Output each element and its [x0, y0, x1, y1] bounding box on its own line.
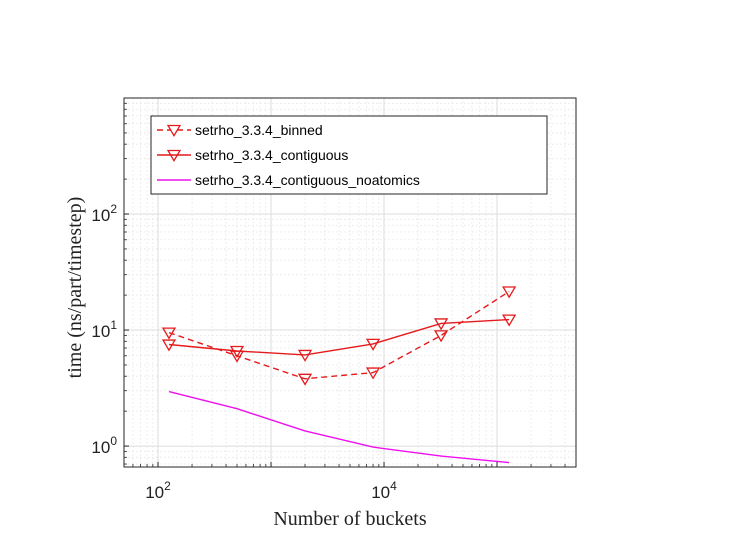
x-tick-label: 104 — [371, 479, 397, 502]
x-axis-title: Number of buckets — [273, 508, 427, 530]
legend-label-binned: setrho_3.3.4_binned — [195, 122, 323, 138]
axis-ticks — [124, 102, 566, 467]
legend-item-binned: setrho_3.3.4_binned — [157, 122, 323, 138]
data-point-marker — [501, 286, 517, 299]
data-point-marker — [433, 330, 449, 343]
series-0 — [161, 286, 517, 386]
series-2 — [168, 390, 510, 464]
legend-marker — [166, 149, 182, 162]
data-point-marker — [161, 327, 177, 340]
series-1 — [161, 314, 517, 362]
data-point-marker — [365, 338, 381, 351]
data-point-marker — [297, 373, 313, 386]
y-tick-label: 100 — [91, 434, 117, 457]
series-line — [168, 290, 510, 380]
legend-item-contiguous-noatomics: setrho_3.3.4_contiguous_noatomics — [157, 172, 420, 188]
data-point-marker — [161, 339, 177, 352]
y-axis-title: time (ns/part/timestep) — [64, 197, 86, 379]
legend-item-contiguous: setrho_3.3.4_contiguous — [157, 147, 348, 163]
data-point-marker — [365, 367, 381, 380]
legend-marker — [166, 124, 182, 137]
series-line — [168, 390, 510, 464]
data-point-marker — [297, 349, 313, 362]
legend-label-contiguous-noatomics: setrho_3.3.4_contiguous_noatomics — [195, 172, 420, 188]
legend-label-contiguous: setrho_3.3.4_contiguous — [195, 147, 348, 163]
series-line — [168, 318, 510, 356]
x-tick-label: 102 — [145, 479, 171, 502]
legend: setrho_3.3.4_binned setrho_3.3.4_contigu… — [150, 115, 548, 195]
tick-labels: 102 104 100 101 102 — [91, 202, 397, 502]
series-layer — [161, 286, 517, 464]
legend-box — [150, 115, 548, 195]
y-tick-label: 101 — [91, 318, 117, 341]
data-point-marker — [229, 345, 245, 358]
data-point-marker — [501, 314, 517, 327]
y-tick-label: 102 — [91, 202, 117, 225]
data-point-marker — [433, 318, 449, 331]
